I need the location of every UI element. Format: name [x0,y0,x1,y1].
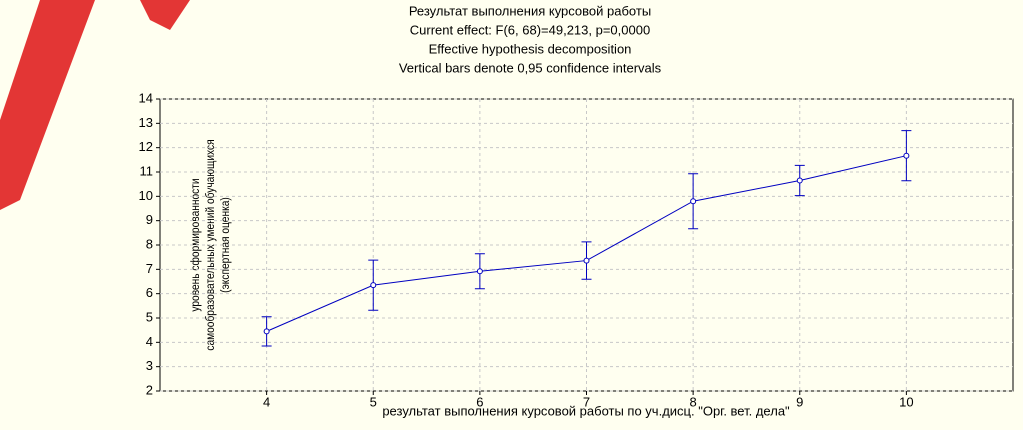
chart-title: Vertical bars denote 0,95 confidence int… [399,60,662,75]
y-tick-label: 3 [146,358,153,373]
data-point [690,198,697,205]
y-tick-label: 10 [139,188,153,203]
y-tick-label: 5 [146,309,153,324]
y-axis-label-line: уровень сформированности [189,178,202,311]
y-tick-label: 4 [146,334,153,349]
data-point [583,257,590,264]
chart-title: Current effect: F(6, 68)=49,213, p=0,000… [410,22,650,37]
y-tick-label: 2 [146,382,153,397]
watermark [140,0,190,30]
x-tick-label: 5 [370,394,377,409]
data-point [476,268,483,275]
y-tick-label: 13 [139,115,153,130]
y-tick-label: 8 [146,236,153,251]
y-tick-label: 6 [146,285,153,300]
x-axis-label: результат выполнения курсовой работы по … [382,403,790,418]
chart-title: Результат выполнения курсовой работы [409,3,651,18]
x-tick-label: 6 [476,394,483,409]
y-tick-label: 11 [140,163,154,178]
data-point [263,328,270,335]
data-point [796,177,803,184]
watermark [0,0,95,210]
x-tick-label: 7 [583,394,590,409]
data-point [903,152,910,159]
chart-title: Effective hypothesis decomposition [429,41,632,56]
data-point [370,282,377,289]
y-tick-label: 9 [146,212,153,227]
y-tick-label: 12 [139,139,153,154]
y-tick-label: 7 [146,261,153,276]
x-tick-label: 9 [796,394,803,409]
x-tick-label: 4 [263,394,270,409]
y-tick-label: 14 [139,90,153,105]
x-tick-label: 10 [899,394,913,409]
x-tick-label: 8 [690,394,697,409]
